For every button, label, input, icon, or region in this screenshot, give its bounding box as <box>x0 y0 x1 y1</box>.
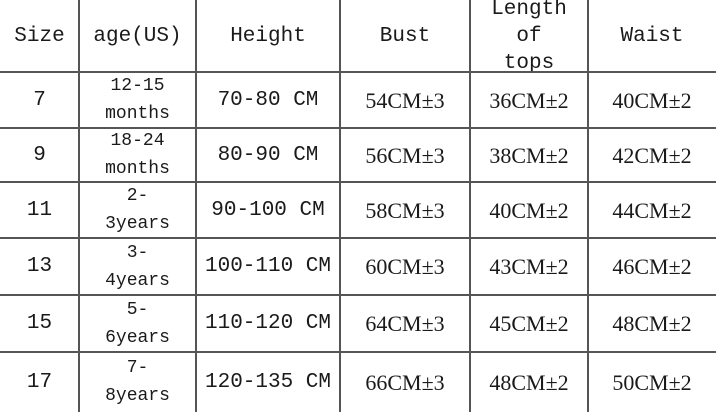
row-divider <box>0 351 716 353</box>
row-divider <box>0 237 716 239</box>
header-size: Size <box>14 24 65 48</box>
cell-age: 18-24 months <box>105 131 170 179</box>
cell-length-of-tops: 36CM±2 <box>489 87 569 113</box>
column-divider <box>339 0 341 412</box>
cell-bust: 66CM±3 <box>365 369 445 395</box>
cell-waist: 42CM±2 <box>612 142 692 168</box>
cell-bust: 58CM±3 <box>365 197 445 223</box>
header-waist: Waist <box>620 24 684 48</box>
cell-waist: 50CM±2 <box>612 369 692 395</box>
cell-bust: 60CM±3 <box>365 254 445 279</box>
cell-length-of-tops: 38CM±2 <box>489 142 569 168</box>
cell-length-of-tops: 45CM±2 <box>489 311 569 336</box>
column-divider <box>469 0 471 412</box>
cell-age: 3-4years <box>105 242 170 291</box>
cell-age: 7-8years <box>105 358 170 406</box>
header-bust: Bust <box>379 24 431 48</box>
cell-height: 120-135 CM <box>204 370 332 394</box>
cell-waist: 40CM±2 <box>612 87 692 113</box>
cell-height: 90-100 CM <box>211 198 325 222</box>
column-divider <box>195 0 197 412</box>
cell-size: 9 <box>33 143 46 167</box>
cell-height: 110-120 CM <box>204 312 332 335</box>
cell-size: 13 <box>26 255 53 278</box>
cell-size: 7 <box>33 88 46 112</box>
cell-height: 80-90 CM <box>217 143 319 167</box>
cell-age: 12-15 months <box>105 76 170 124</box>
row-divider <box>0 181 716 183</box>
cell-bust: 56CM±3 <box>365 142 445 168</box>
cell-waist: 46CM±2 <box>612 254 692 279</box>
column-divider <box>587 0 589 412</box>
row-divider <box>0 127 716 129</box>
cell-age: 5-6years <box>105 299 170 348</box>
row-divider <box>0 294 716 296</box>
cell-size: 17 <box>26 370 53 394</box>
cell-height: 70-80 CM <box>217 88 319 112</box>
cell-length-of-tops: 40CM±2 <box>489 197 569 223</box>
cell-size: 11 <box>26 198 53 222</box>
cell-waist: 44CM±2 <box>612 197 692 223</box>
header-age: age(US) <box>93 24 182 48</box>
cell-height: 100-110 CM <box>204 255 332 278</box>
cell-waist: 48CM±2 <box>612 311 692 336</box>
cell-bust: 64CM±3 <box>365 311 445 336</box>
column-divider <box>78 0 80 412</box>
row-divider <box>0 71 716 73</box>
cell-age: 2-3years <box>105 186 170 234</box>
cell-length-of-tops: 43CM±2 <box>489 254 569 279</box>
cell-size: 15 <box>26 312 53 335</box>
header-length-of-tops: Length of tops <box>491 0 567 75</box>
header-height: Height <box>230 24 306 48</box>
cell-bust: 54CM±3 <box>365 87 445 113</box>
cell-length-of-tops: 48CM±2 <box>489 369 569 395</box>
